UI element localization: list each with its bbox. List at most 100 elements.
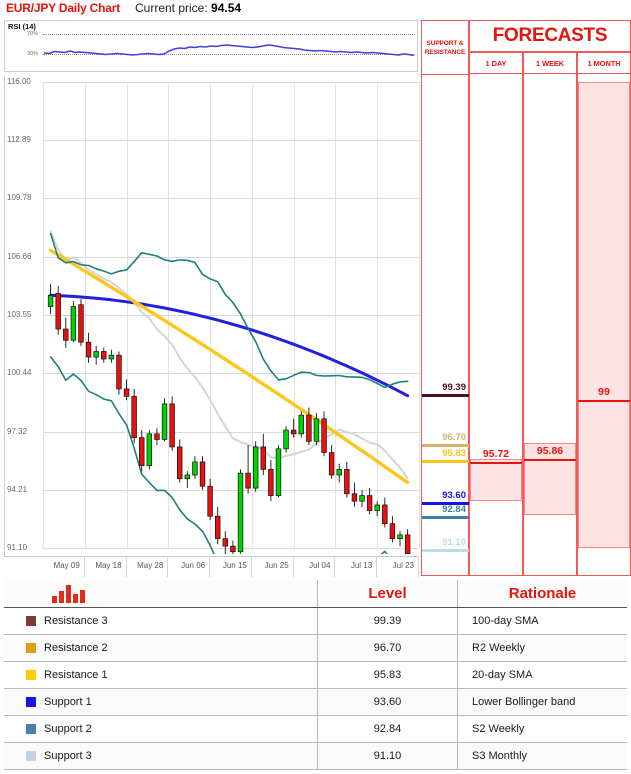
table-row[interactable]: Resistance 2 96.70 R2 Weekly <box>4 635 627 662</box>
forecasts-title: FORECASTS <box>469 20 631 52</box>
date-tick-label: Jul 23 <box>392 561 414 570</box>
gridline-vertical <box>335 82 337 548</box>
table-row[interactable]: Support 2 92.84 S2 Weekly <box>4 716 627 743</box>
level-color-swatch <box>26 616 36 626</box>
support-resistance-header: SUPPORT & RESISTANCE <box>422 21 468 75</box>
level-value: 96.70 <box>373 642 402 654</box>
forecasts-title-text: FORECASTS <box>492 25 608 46</box>
rationale-text: 100-day SMA <box>472 615 539 627</box>
table-header-level: Level <box>318 580 458 607</box>
rationale-text: 20-day SMA <box>472 669 533 681</box>
sr-level-value: 93.60 <box>442 490 466 502</box>
level-name-cell: Resistance 1 <box>4 662 318 688</box>
level-name-cell: Resistance 3 <box>4 608 318 634</box>
price-tick-label: 91.10 <box>7 543 28 552</box>
level-color-swatch <box>26 751 36 761</box>
sr-level-line <box>422 502 470 506</box>
forecast-header-1-month: 1 MONTH <box>577 52 631 74</box>
gridline-vertical <box>43 82 44 548</box>
gridline-horizontal <box>43 198 419 200</box>
table-row[interactable]: Support 3 91.10 S3 Monthly <box>4 743 627 770</box>
date-axis: May 09 May 18 May 28 Jun 06 Jun 15 Jun 25 Jul … <box>4 556 419 577</box>
date-tick-label: Jul 13 <box>350 561 373 570</box>
candlestick-plot <box>47 230 411 554</box>
rsi-upper-tick: 70% <box>27 31 39 37</box>
level-name: Resistance 3 <box>44 615 108 627</box>
gridline-vertical <box>419 82 420 548</box>
level-value: 99.39 <box>373 615 402 627</box>
table-header-rationale: Rationale <box>508 585 577 602</box>
current-price-value: 94.54 <box>211 1 242 15</box>
table-row[interactable]: Support 1 93.60 Lower Bollinger band <box>4 689 627 716</box>
level-value-cell: 99.39 <box>318 608 458 634</box>
levels-table: Level Rationale Resistance 3 99.39 100-day… <box>4 580 627 772</box>
sr-level-value: 92.84 <box>442 504 466 516</box>
gridline-vertical <box>377 82 379 548</box>
level-color-swatch <box>26 670 36 680</box>
support-resistance-column: SUPPORT & RESISTANCE 99.39 96.70 95.83 93.6… <box>421 20 470 576</box>
date-axis-separator <box>167 557 169 577</box>
page-title: EUR/JPY Daily Chart <box>6 1 121 15</box>
rationale-text: R2 Weekly <box>472 642 525 654</box>
rationale-cell: R2 Weekly <box>458 635 627 661</box>
forecast-value: 95.86 <box>536 444 564 457</box>
sr-level-value: 96.70 <box>442 432 466 444</box>
current-price: Current price: 94.54 <box>135 1 241 15</box>
current-price-label: Current price: <box>135 1 208 15</box>
forecast-target-line <box>578 400 630 403</box>
rsi-lower-tick: 30% <box>27 51 39 57</box>
gridline-vertical <box>210 82 212 548</box>
price-tick-label: 112.89 <box>7 135 31 145</box>
forecast-value: 99 <box>598 386 610 399</box>
table-row[interactable]: Resistance 3 99.39 100-day SMA <box>4 608 627 635</box>
table-row[interactable]: Resistance 1 95.83 20-day SMA <box>4 662 627 689</box>
date-tick-label: Jul 04 <box>309 561 331 570</box>
date-axis-separator <box>334 557 336 577</box>
forecast-target-line <box>470 461 522 464</box>
forecast-header-1-week: 1 WEEK <box>523 52 577 74</box>
rsi-overbought-line <box>43 34 415 35</box>
level-value-cell: 96.70 <box>318 635 458 661</box>
level-color-swatch <box>26 697 36 707</box>
rationale-text: Lower Bollinger band <box>472 696 576 708</box>
date-axis-separator <box>376 557 378 577</box>
rationale-text: S3 Monthly <box>472 750 528 762</box>
rationale-cell: S3 Monthly <box>458 743 627 769</box>
bar-chart-icon <box>52 584 88 603</box>
date-axis-separator <box>418 557 419 577</box>
date-axis-separator <box>292 557 294 577</box>
price-tick-label: 109.78 <box>7 193 32 203</box>
level-name: Support 3 <box>44 750 92 762</box>
page-header: EUR/JPY Daily Chart Current price: 94.54 <box>0 0 631 18</box>
price-chart: 116.00 112.89 109.78 106.66 103.55 100.44 97.3… <box>4 76 420 556</box>
date-tick-label: May 28 <box>137 561 164 570</box>
date-tick-label: Jun 25 <box>264 561 289 570</box>
gridline-vertical <box>293 82 295 548</box>
sr-level-value: 99.39 <box>442 381 466 393</box>
table-header-row: Level Rationale <box>4 580 627 608</box>
level-value: 91.10 <box>373 750 402 762</box>
rationale-cell: S2 Weekly <box>458 716 627 742</box>
rationale-text: S2 Weekly <box>472 723 525 735</box>
level-name: Support 1 <box>44 696 92 708</box>
price-tick-label: 94.21 <box>7 484 28 494</box>
rationale-cell: Lower Bollinger band <box>458 689 627 715</box>
gridline-horizontal <box>43 373 419 375</box>
level-value: 95.83 <box>373 669 402 681</box>
gridline-horizontal <box>43 489 419 491</box>
rsi-label: RSI (14) <box>8 22 36 31</box>
gridline-vertical <box>168 82 170 548</box>
forecast-range-box <box>524 443 576 516</box>
level-value-cell: 95.83 <box>318 662 458 688</box>
sr-level-line <box>422 444 470 448</box>
level-color-swatch <box>26 724 36 734</box>
level-value-cell: 93.60 <box>318 689 458 715</box>
gridline-horizontal <box>43 431 419 433</box>
date-tick-label: May 18 <box>95 561 122 570</box>
sr-header-line1: SUPPORT & <box>426 39 464 47</box>
level-value: 93.60 <box>373 696 402 708</box>
price-tick-label: 106.66 <box>7 251 32 261</box>
gridline-horizontal <box>43 315 419 316</box>
price-tick-label: 97.32 <box>7 426 28 436</box>
date-tick-label: Jun 06 <box>181 561 206 570</box>
